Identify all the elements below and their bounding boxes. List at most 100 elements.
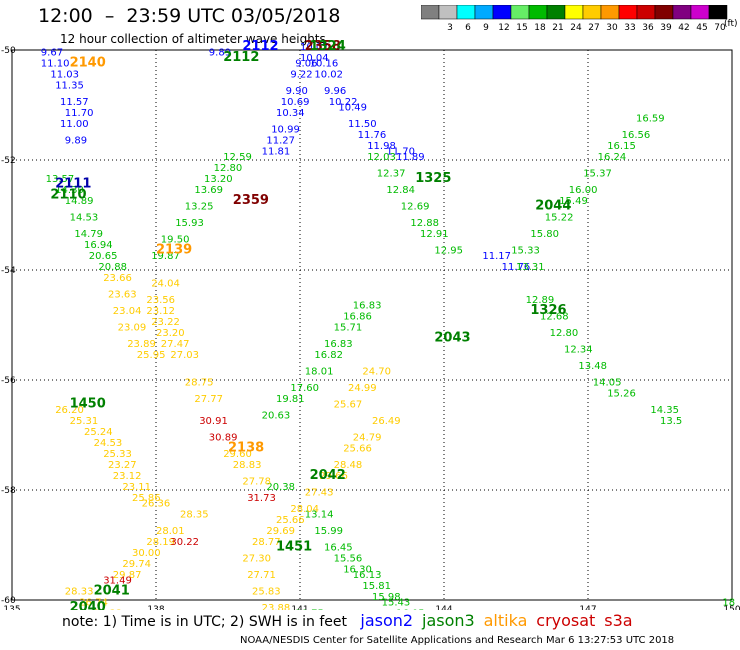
swh-label-altika: 25.83 bbox=[252, 587, 281, 598]
swh-label-jason2: 10.99 bbox=[271, 125, 300, 136]
swh-label-altika: 23.09 bbox=[118, 323, 147, 334]
footnote: note: 1) Time is in UTC; 2) SWH is in fe… bbox=[62, 611, 633, 630]
pass-time-label: 2138 bbox=[228, 441, 264, 456]
swh-label-jason3: 16.24 bbox=[598, 152, 627, 163]
legend-label: 45 bbox=[696, 23, 707, 33]
y-tick-label: -54 bbox=[1, 266, 16, 276]
swh-label-jason2: 11.89 bbox=[396, 152, 425, 163]
swh-label-jason3: 16.05 bbox=[396, 609, 425, 611]
swh-label-jason3: 15.56 bbox=[334, 554, 363, 565]
swh-label-jason3: 15.99 bbox=[314, 526, 343, 537]
swh-label-jason3: 16.83 bbox=[353, 301, 382, 312]
swh-label-altika: 24.79 bbox=[353, 433, 382, 444]
swh-label-jason3: 14.05 bbox=[593, 378, 622, 389]
y-tick-label: -58 bbox=[1, 486, 16, 496]
swh-label-altika: 26.74 bbox=[79, 598, 108, 609]
swh-label-altika: 25.24 bbox=[84, 427, 113, 438]
swh-label-jason2: 11.35 bbox=[55, 81, 84, 92]
swh-label-jason2: 10.04 bbox=[300, 53, 329, 64]
swh-label-jason2: 11.57 bbox=[60, 97, 89, 108]
swh-label-jason3: 16.13 bbox=[353, 570, 382, 581]
legend-label: 3 bbox=[447, 23, 453, 33]
pass-time-label: 1324 bbox=[310, 39, 346, 54]
swh-label-jason3: 15.26 bbox=[607, 389, 636, 400]
y-tick-label: -52 bbox=[1, 156, 16, 166]
swh-label-jason3: 12.03 bbox=[367, 152, 396, 163]
swh-label-jason2: 11.27 bbox=[266, 136, 295, 147]
swh-label-jason3: 16.86 bbox=[343, 312, 372, 323]
swh-label-altika: 27.47 bbox=[161, 339, 190, 350]
pass-time-label: 2044 bbox=[535, 199, 571, 214]
swh-label-jason3: 12.80 bbox=[550, 328, 579, 339]
legend-label: 70 bbox=[714, 23, 726, 33]
swh-label-jason3: 15.33 bbox=[511, 246, 540, 257]
swh-label-altika: 23.63 bbox=[108, 290, 137, 301]
swh-label-altika: 29.74 bbox=[122, 559, 151, 570]
swh-label-jason3: 13.14 bbox=[305, 510, 334, 521]
swh-label-jason3: 15.37 bbox=[583, 169, 612, 180]
swh-label-jason3: 15.71 bbox=[334, 323, 363, 334]
legend-jason2: jason2 bbox=[360, 611, 414, 630]
pass-time-label: 2110 bbox=[50, 188, 86, 203]
swh-label-jason3: 15.98 bbox=[372, 592, 401, 603]
swh-label-jason3: 18.01 bbox=[305, 367, 334, 378]
swh-label-jason3: 14.53 bbox=[70, 213, 99, 224]
legend-label: 12 bbox=[498, 23, 509, 33]
color-legend: 3 6 9 12 15 18 21 24 27 30 33 36 39 42 45 70 bbox=[421, 5, 728, 33]
swh-label-jason2: 10.07 bbox=[300, 42, 329, 53]
swh-label-altika: 24.04 bbox=[151, 279, 180, 290]
legend-label: 18 bbox=[534, 23, 546, 33]
x-tick-label: 138 bbox=[147, 605, 164, 610]
swh-label-altika: 23.22 bbox=[151, 317, 180, 328]
x-tick-label: 147 bbox=[579, 605, 596, 610]
swh-label-jason2: 11.81 bbox=[262, 147, 291, 158]
swh-label-jason3: 16.15 bbox=[607, 141, 636, 152]
legend-label: 15 bbox=[516, 23, 527, 33]
swh-label-altika: 29.87 bbox=[113, 570, 142, 581]
legend-cryosat: cryosat bbox=[536, 611, 596, 630]
legend-label: 27 bbox=[588, 23, 599, 33]
legend-altika: altika bbox=[483, 611, 528, 630]
credit-line: NOAA/NESDIS Center for Satellite Applica… bbox=[240, 635, 675, 646]
swh-label-jason3: 12.84 bbox=[386, 185, 415, 196]
swh-label-jason3: 13.69 bbox=[194, 185, 223, 196]
swh-label-jason3: 20.63 bbox=[262, 411, 291, 422]
swh-label-jason3: 17.60 bbox=[290, 383, 319, 394]
pass-time-label: 2111 bbox=[55, 177, 91, 192]
x-tick-label: 135 bbox=[3, 605, 20, 610]
pass-time-label: 2358 bbox=[305, 39, 341, 54]
swh-label-altika: 28.33 bbox=[65, 587, 94, 598]
swh-label-altika: 27.30 bbox=[242, 554, 271, 565]
pass-time-label: 2040 bbox=[70, 600, 106, 610]
swh-label-altika: 28.35 bbox=[180, 510, 209, 521]
swh-label-jason3: 16.59 bbox=[636, 114, 665, 125]
swh-label-jason3: 16.83 bbox=[324, 339, 353, 350]
swh-label-jason3: 20.75 bbox=[295, 609, 324, 611]
swh-label-jason3: 13.20 bbox=[204, 174, 233, 185]
swh-label-altika: 25.66 bbox=[276, 515, 305, 526]
swh-label-altika: 23.89 bbox=[127, 339, 156, 350]
legend-label: 36 bbox=[642, 23, 654, 33]
swh-label-altika: 26.20 bbox=[55, 405, 84, 416]
swh-label-jason2: 11.50 bbox=[348, 119, 377, 130]
legend-label: 42 bbox=[678, 23, 689, 33]
swh-label-jason3: 16.00 bbox=[569, 185, 598, 196]
swh-label-jason3: 20.88 bbox=[98, 262, 127, 273]
pass-time-label: 1325 bbox=[415, 171, 451, 186]
swh-label-altika: 25.66 bbox=[343, 444, 372, 455]
legend-label: 21 bbox=[552, 23, 563, 33]
swh-label-jason3: 12.68 bbox=[540, 312, 569, 323]
pass-time-label: 2359 bbox=[233, 193, 269, 208]
swh-label-altika: 30.00 bbox=[132, 548, 161, 559]
swh-label-altika: 28.77 bbox=[252, 537, 281, 548]
swh-label-cryosat: 30.89 bbox=[209, 433, 238, 444]
swh-label-altika: 28.48 bbox=[334, 460, 363, 471]
swh-label-jason2: 9.06 bbox=[295, 59, 317, 70]
swh-label-jason3: 12.89 bbox=[526, 295, 555, 306]
swh-label-altika: 23.12 bbox=[146, 306, 175, 317]
swh-label-altika: 24.70 bbox=[362, 367, 391, 378]
swh-label-jason2: 11.76 bbox=[502, 262, 531, 273]
legend-label: 24 bbox=[570, 23, 582, 33]
swh-label-altika: 23.27 bbox=[108, 460, 137, 471]
swh-label-jason3: 15.81 bbox=[362, 581, 391, 592]
